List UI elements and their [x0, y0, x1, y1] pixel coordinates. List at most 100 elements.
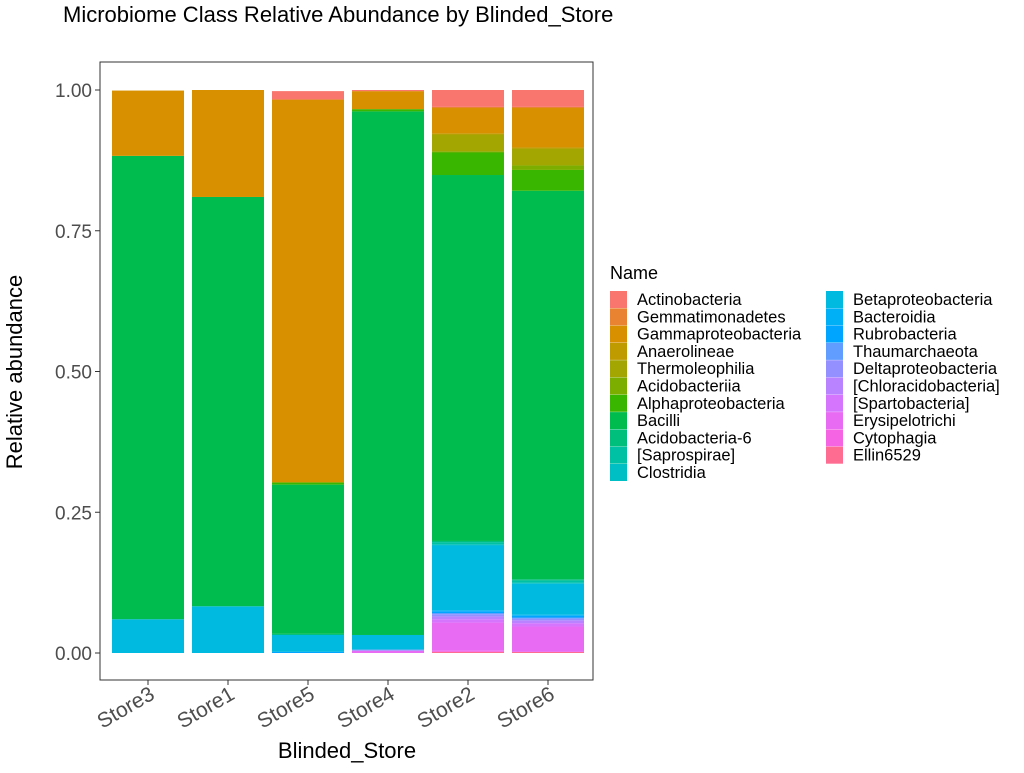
y-tick-label: 0.25 [55, 503, 92, 524]
legend-swatch [610, 360, 627, 378]
x-axis-label: Blinded_Store [278, 738, 416, 763]
bar-segment-store2-clostridia [432, 544, 504, 546]
y-axis: 0.00 0.25 0.50 0.75 1.00 [55, 81, 100, 665]
legend-title: Name [610, 263, 658, 283]
legend-item: Thermoleophilia [610, 360, 755, 378]
bar-segment-store6-actinobacteria [512, 90, 584, 107]
bar-segment-store6-betaproteobacteria [512, 583, 584, 615]
legend-item: Bacteroidia [826, 308, 936, 326]
legend-item: [Saprospirae] [610, 446, 735, 465]
bar-segment-store6-alphaproteobacteria [512, 169, 584, 191]
legend-label: Thaumarchaeota [853, 343, 979, 361]
legend-label: [Spartobacteria] [853, 395, 969, 413]
bar-segment-store2-acidobacteria-6 [432, 540, 504, 543]
bar-segment-store4-gammaproteobacteria [352, 91, 424, 110]
bar-segment-store2-cytophagia [432, 650, 504, 652]
legend-label: Anaerolineae [637, 343, 734, 361]
bar-stack-store5 [272, 91, 344, 653]
bar-stack-store2 [432, 90, 504, 653]
y-tick-label: 0.50 [55, 363, 92, 384]
bar-segment-store2-thermoleophilia [432, 134, 504, 152]
bar-segment-store2-gemmatimonadetes [432, 106, 504, 109]
legend-swatch [826, 377, 843, 395]
legend-swatch [610, 394, 627, 412]
bar-stack-store3 [112, 90, 184, 653]
bar-segment-store6-deltaproteobacteria [512, 618, 584, 621]
bar-segment-store1-gammaproteobacteria [192, 90, 264, 197]
bar-segment-store2-chloracidobacteria [432, 616, 504, 620]
x-tick-label: Store3 [93, 682, 158, 733]
legend-swatch [610, 342, 627, 360]
legend: Name ActinobacteriaGemmatimonadetesGamma… [610, 263, 1000, 482]
legend-label: Erysipelotrichi [853, 412, 956, 430]
bar-stack-store1 [192, 90, 264, 653]
bar-segment-store3-betaproteobacteria [112, 619, 184, 653]
bar-segment-store6-saprospirae [512, 580, 584, 583]
bar-segment-store2-actinobacteria [432, 90, 504, 107]
bar-segment-store2-rubrobacteria [432, 611, 504, 614]
bar-segment-store2-thaumarchaeota [432, 613, 504, 615]
bar-segment-store6-acidobacteria-6 [512, 579, 584, 581]
bar-segment-store2-bacteroidia [432, 610, 504, 612]
bar-segment-store6-erysipelotrichi [512, 626, 584, 652]
legend-item: Alphaproteobacteria [610, 394, 786, 413]
bar-segment-store1-betaproteobacteria [192, 606, 264, 653]
x-tick-label: Store4 [333, 682, 398, 733]
legend-item: Erysipelotrichi [826, 412, 956, 430]
bar-segment-store2-spartobacteria [432, 619, 504, 623]
x-tick-label: Store2 [413, 682, 478, 733]
legend-swatch [826, 412, 843, 430]
bar-segment-store2-anaerolineae [432, 133, 504, 135]
bar-segment-store5-actinobacteria [272, 91, 344, 100]
x-axis: Store3 Store1 Store5 Store4 Store2 Store6 [93, 680, 559, 733]
bar-segment-store2-gammaproteobacteria [432, 108, 504, 134]
chart-title: Microbiome Class Relative Abundance by B… [63, 2, 613, 27]
legend-item: Betaproteobacteria [826, 291, 993, 309]
bar-segment-store4-deltaproteobacteria [352, 649, 424, 651]
legend-label: Ellin6529 [853, 447, 921, 465]
legend-swatch [826, 394, 843, 412]
bar-segment-store5-betaproteobacteria [272, 634, 344, 652]
bar-segment-store2-acidobacteriia [432, 151, 504, 153]
legend-swatch [826, 446, 843, 464]
legend-swatch [610, 446, 627, 464]
legend-swatch [826, 308, 843, 326]
bar-segment-store6-thaumarchaeota [512, 617, 584, 619]
legend-item: [Spartobacteria] [826, 394, 969, 413]
legend-label: Clostridia [637, 464, 707, 482]
bar-segment-store5-rubrobacteria [272, 651, 344, 653]
legend-label: Thermoleophilia [637, 360, 755, 378]
legend-swatch [826, 342, 843, 360]
bar-segment-store2-saprospirae [432, 542, 504, 545]
bar-segment-store6-bacilli [512, 190, 584, 580]
legend-label: Acidobacteriia [637, 378, 741, 396]
bar-segment-store3-gammaproteobacteria [112, 90, 184, 156]
legend-item: Thaumarchaeota [826, 342, 979, 361]
bar-segment-store5-bacilli [272, 484, 344, 634]
bar-segment-store5-gammaproteobacteria [272, 99, 344, 483]
legend-item: Gammaproteobacteria [610, 325, 802, 344]
bar-segment-store2-ellin6529 [432, 651, 504, 653]
legend-label: Deltaproteobacteria [853, 360, 998, 378]
legend-item: Cytophagia [826, 429, 937, 447]
legend-label: Actinobacteria [637, 291, 742, 309]
legend-label: Bacilli [637, 412, 680, 430]
legend-swatch [610, 412, 627, 430]
bar-segment-store5-alphaproteobacteria [272, 482, 344, 485]
bar-segment-store6-gammaproteobacteria [512, 108, 584, 148]
legend-swatch [826, 291, 843, 308]
legend-item: [Chloracidobacteria] [826, 377, 1000, 396]
legend-swatch [610, 464, 627, 481]
legend-swatch [610, 377, 627, 395]
legend-swatch [610, 308, 627, 326]
bar-segment-store2-erysipelotrichi [432, 622, 504, 651]
legend-item: Actinobacteria [610, 291, 742, 309]
legend-item: Rubrobacteria [826, 325, 957, 344]
y-tick-label: 0.75 [55, 222, 92, 243]
legend-item: Bacilli [610, 412, 680, 430]
legend-item: Anaerolineae [610, 342, 734, 361]
legend-label: [Chloracidobacteria] [853, 378, 1000, 396]
bar-segment-store6-anaerolineae [512, 147, 584, 149]
bar-segment-store6-bacteroidia [512, 614, 584, 616]
legend-swatch [826, 429, 843, 447]
